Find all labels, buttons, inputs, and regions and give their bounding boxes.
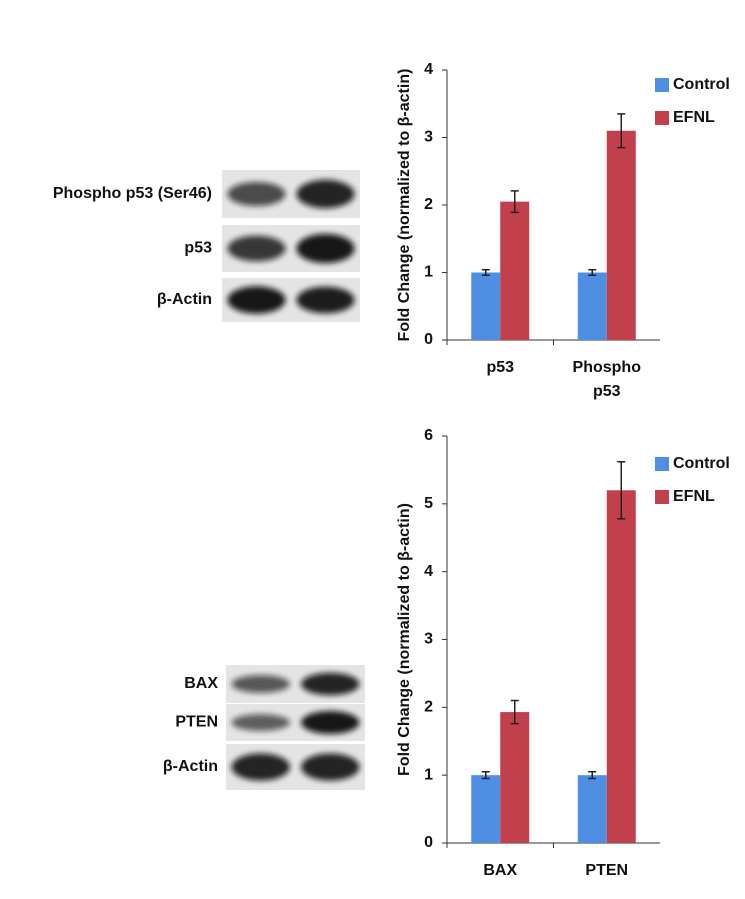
x-tick-label: PTEN xyxy=(585,862,629,879)
blot-band xyxy=(296,286,355,314)
error-bar xyxy=(481,269,490,276)
legend-swatch xyxy=(655,457,669,471)
legend-swatch xyxy=(655,490,669,504)
x-tick-label: BAX xyxy=(483,862,518,879)
blot-label: β-Actin xyxy=(163,758,218,775)
y-tick-label: 4 xyxy=(424,61,433,78)
blot-band xyxy=(231,714,290,731)
error-bar xyxy=(588,771,597,780)
blot-band xyxy=(301,710,360,735)
blot-label: p53 xyxy=(184,240,212,257)
bar xyxy=(471,775,501,843)
y-tick-label: 5 xyxy=(424,495,433,512)
legend-label: Control xyxy=(673,76,730,93)
blot-band xyxy=(301,672,360,696)
y-axis-label: Fold Change (normalized to β-actin) xyxy=(396,69,413,342)
blot-band xyxy=(227,286,286,314)
blot-band xyxy=(296,233,355,264)
x-tick-label: p53 xyxy=(486,359,515,376)
blot-band xyxy=(227,235,286,262)
y-tick-label: 3 xyxy=(424,631,433,648)
error-bar xyxy=(481,771,490,780)
blot-label: Phospho p53 (Ser46) xyxy=(53,185,212,202)
bar xyxy=(606,130,636,340)
blot-band xyxy=(227,182,286,206)
legend-label: EFNL xyxy=(673,109,715,126)
legend-label: EFNL xyxy=(673,488,715,505)
blot-label: β-Actin xyxy=(157,291,212,308)
bar xyxy=(500,201,530,340)
x-tick-label: Phospho p53 xyxy=(572,359,641,400)
y-tick-label: 2 xyxy=(424,699,433,716)
legend-swatch xyxy=(655,111,669,125)
y-tick-label: 0 xyxy=(424,331,433,348)
legend-label: Control xyxy=(673,455,730,472)
bar xyxy=(577,272,607,340)
blot-band xyxy=(231,753,290,781)
y-tick-label: 4 xyxy=(424,563,433,580)
error-bar xyxy=(617,113,626,149)
blot-label: PTEN xyxy=(175,714,218,731)
bar xyxy=(606,490,636,843)
bar xyxy=(500,712,530,843)
blot-band xyxy=(296,179,355,209)
blot-band xyxy=(231,675,290,693)
error-bar xyxy=(588,269,597,276)
y-tick-label: 6 xyxy=(424,427,433,444)
y-tick-label: 1 xyxy=(424,264,433,281)
y-axis-label: Fold Change (normalized to β-actin) xyxy=(396,503,413,776)
y-tick-label: 1 xyxy=(424,766,433,783)
blot-label: BAX xyxy=(184,675,218,692)
error-bar xyxy=(510,190,519,214)
y-tick-label: 3 xyxy=(424,129,433,146)
error-bar xyxy=(617,461,626,520)
y-tick-label: 0 xyxy=(424,834,433,851)
legend-swatch xyxy=(655,78,669,92)
bar xyxy=(471,272,501,340)
blot-band xyxy=(301,753,360,781)
bar xyxy=(577,775,607,843)
error-bar xyxy=(510,699,519,725)
y-tick-label: 2 xyxy=(424,196,433,213)
